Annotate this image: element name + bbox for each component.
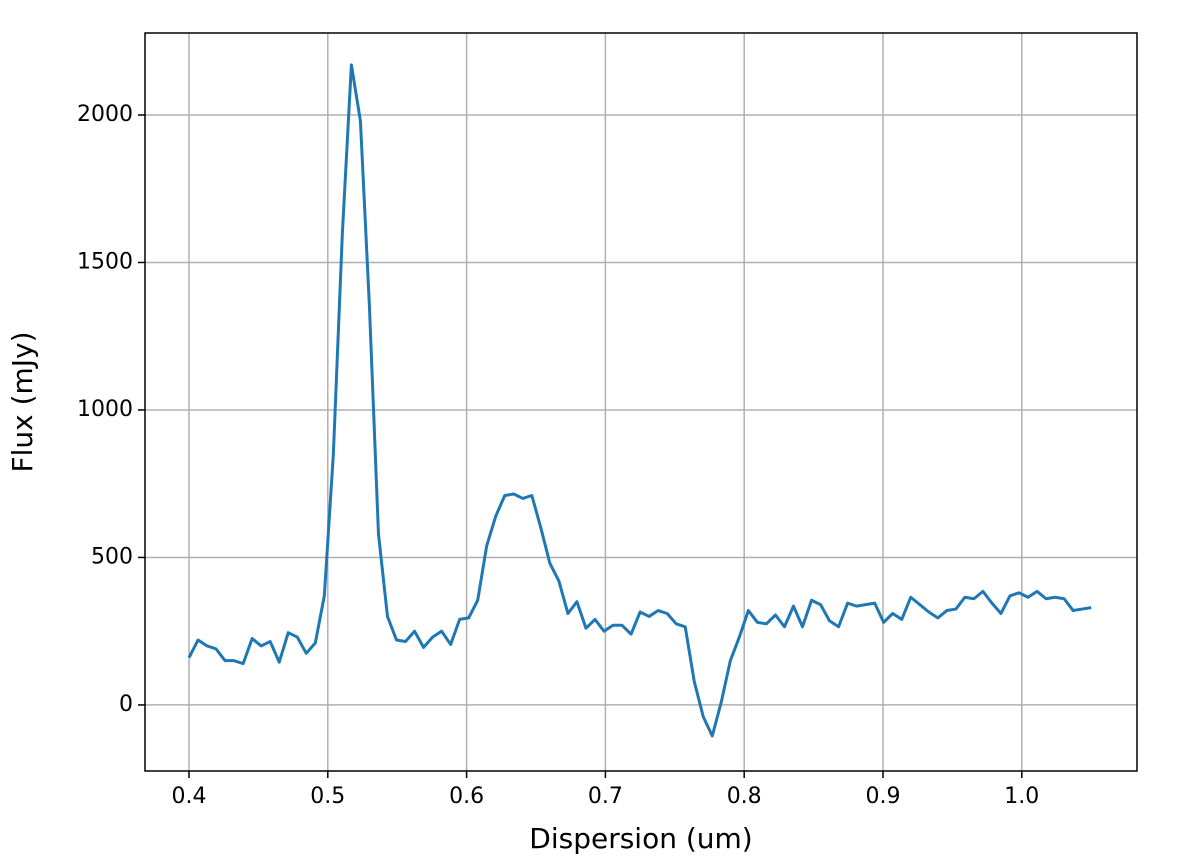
y-tick-label: 0 [119, 692, 133, 717]
axes-frame [144, 32, 1138, 772]
y-tick-label: 1000 [77, 397, 133, 422]
data-line [187, 63, 1092, 738]
x-tick-label: 0.5 [310, 784, 345, 809]
x-tick-label: 1.0 [1004, 784, 1039, 809]
y-axis-label: Flux (mJy) [6, 331, 39, 472]
x-tick-label: 0.6 [449, 784, 484, 809]
y-tick-label: 2000 [77, 102, 133, 127]
y-tick-label: 1500 [77, 249, 133, 274]
plot-area [187, 63, 1092, 738]
x-tick-label: 0.8 [727, 784, 762, 809]
ticks: 0.4 0.5 0.6 0.7 0.8 0.9 1.0 0 500 1000 1500 2000 [77, 102, 1039, 809]
x-axis-label: Dispersion (um) [529, 822, 752, 855]
x-tick-label: 0.4 [171, 784, 206, 809]
x-tick-label: 0.7 [588, 784, 623, 809]
x-tick-label: 0.9 [865, 784, 900, 809]
grid [145, 33, 1137, 771]
y-tick-label: 500 [91, 544, 133, 569]
